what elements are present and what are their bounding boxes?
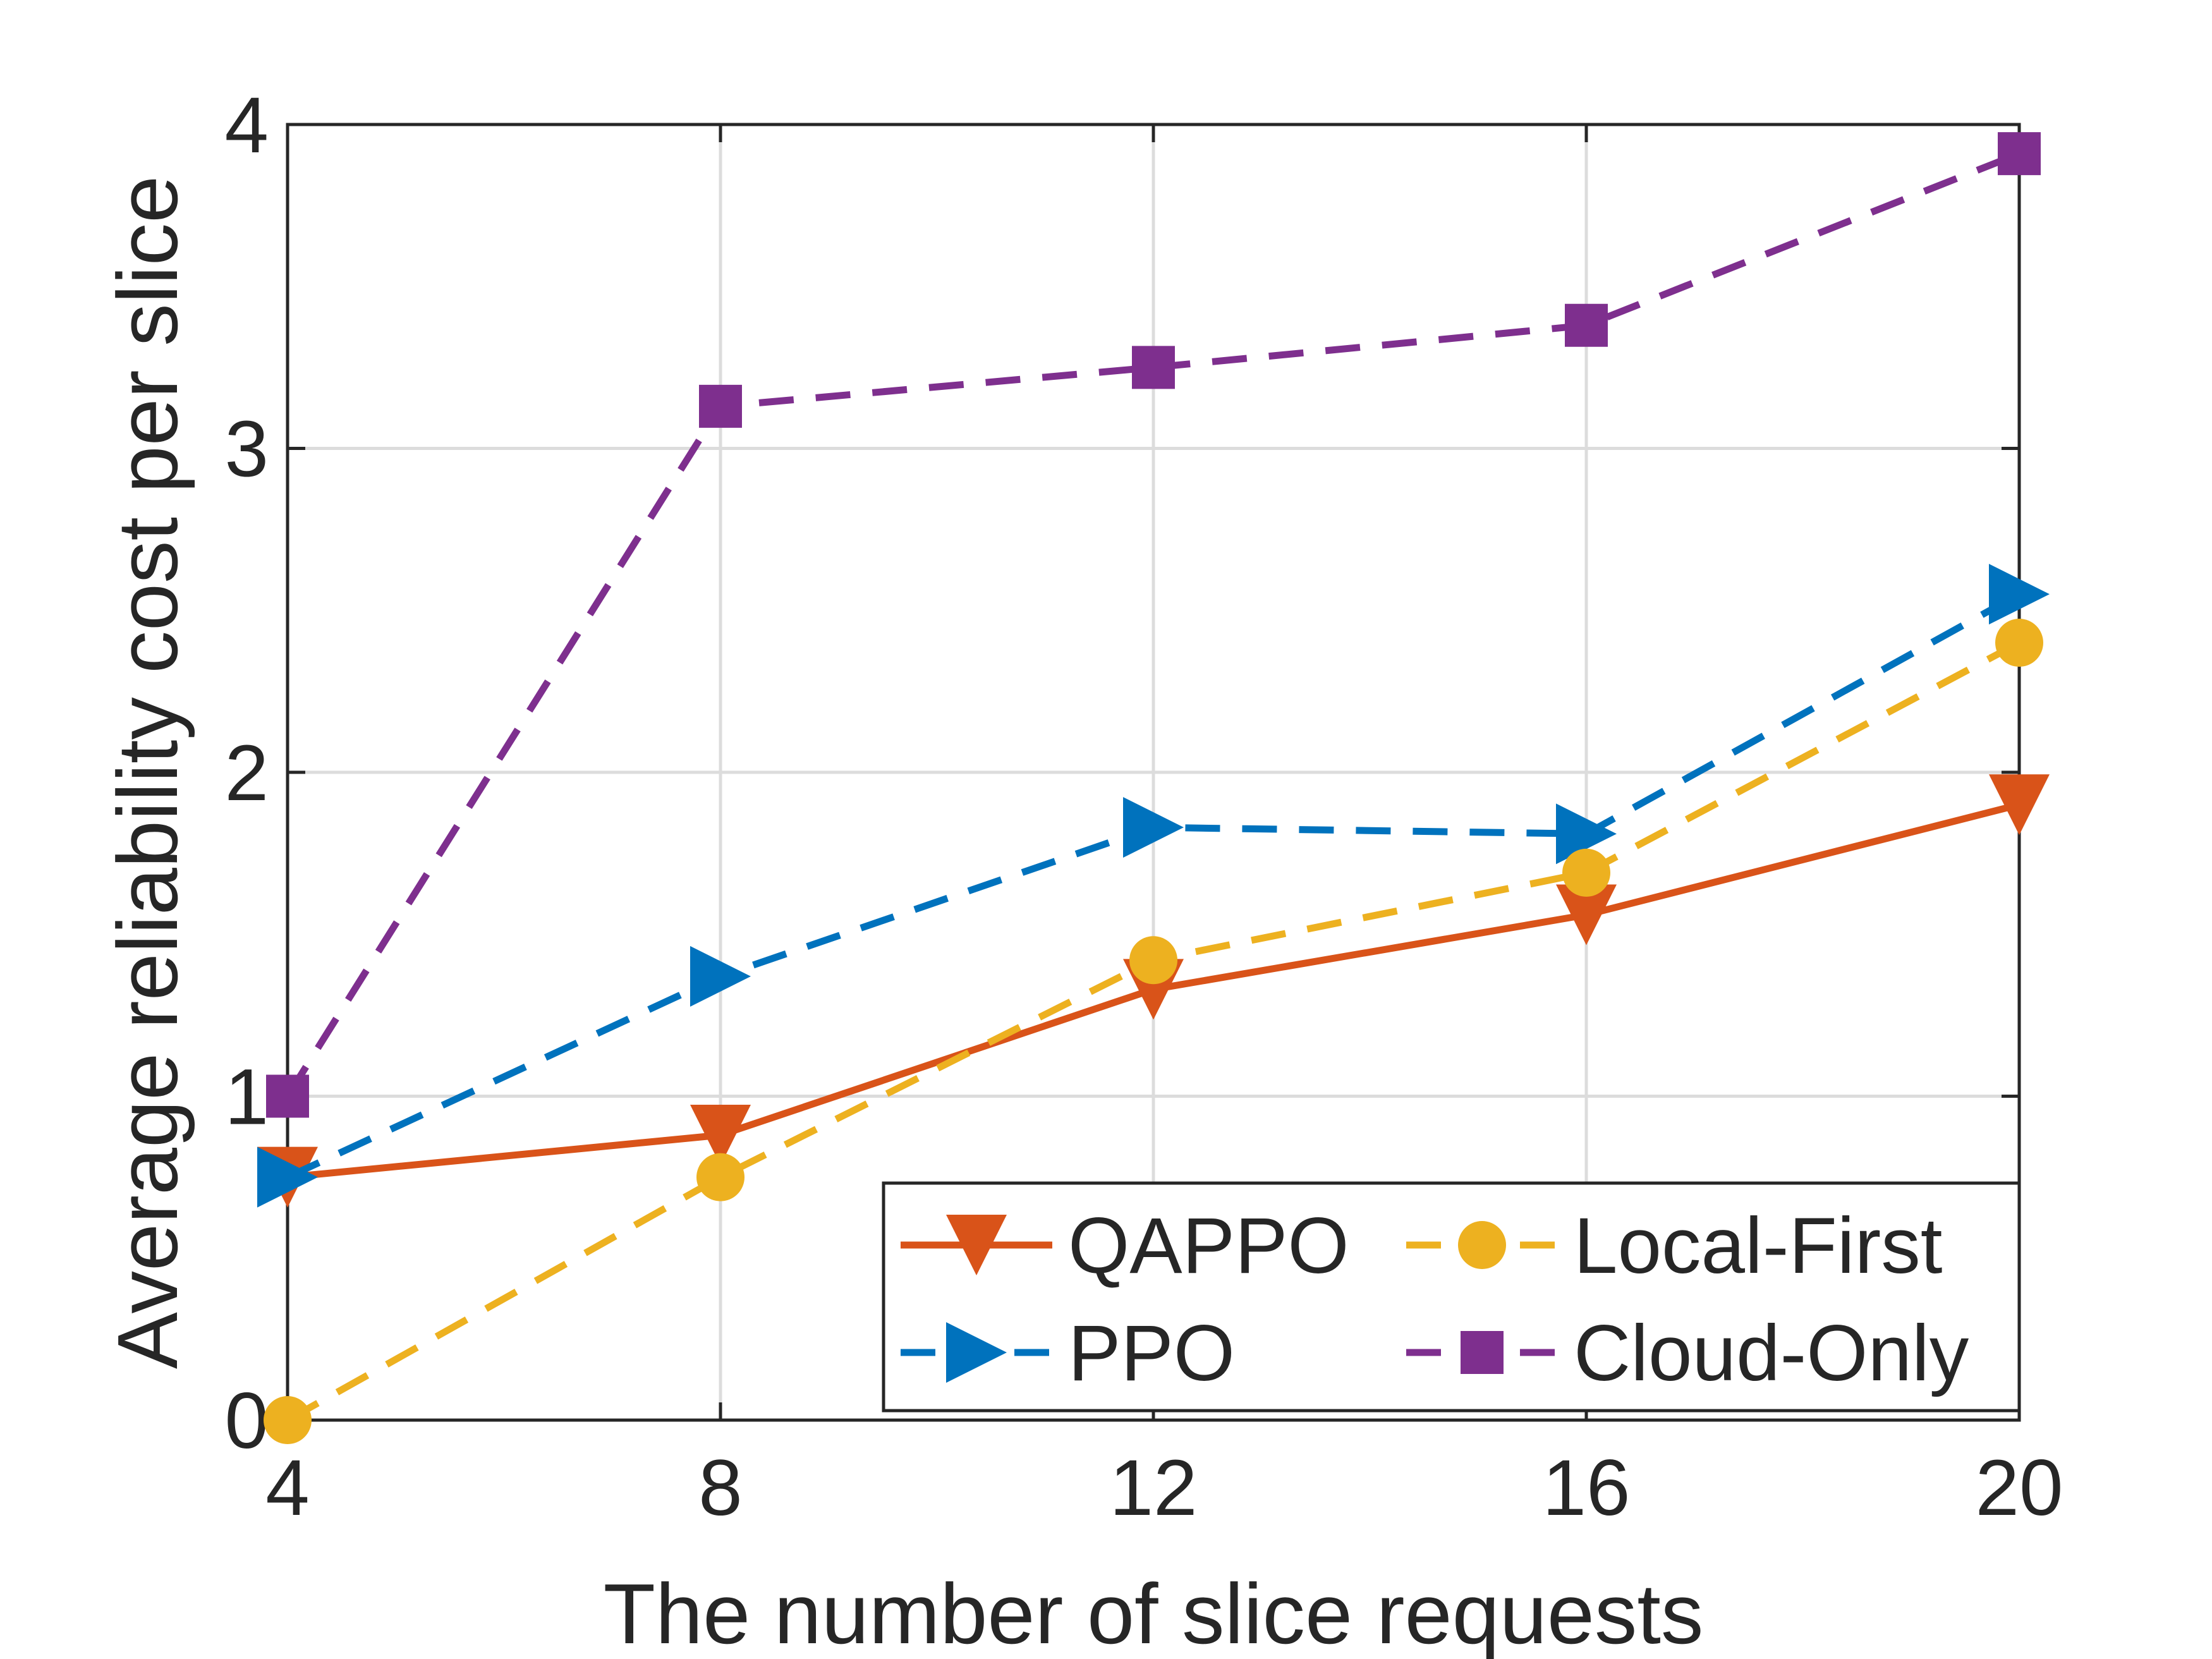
y-tick-label: 0 <box>224 1377 269 1465</box>
series-cloud-only <box>266 132 2041 1118</box>
legend-marker-qappo <box>946 1215 1007 1275</box>
legend: QAPPO PPO Local-First Cloud-Only <box>882 1181 2021 1413</box>
series-layer <box>257 132 2050 1444</box>
data-point-local-first <box>696 1153 744 1201</box>
legend-box <box>882 1181 2021 1413</box>
data-point-cloud-only <box>266 1074 309 1118</box>
legend-item-ppo: PPO <box>901 1310 1235 1397</box>
data-point-cloud-only <box>699 384 742 428</box>
data-point-qappo <box>1556 884 1617 945</box>
legend-item-cloud-only: Cloud-Only <box>1406 1310 1969 1397</box>
legend-label-cloud-only: Cloud-Only <box>1574 1310 1969 1397</box>
x-tick-label: 4 <box>265 1444 310 1532</box>
y-tick-label: 4 <box>224 82 269 169</box>
data-point-ppo <box>1989 564 2050 625</box>
data-point-cloud-only <box>1998 132 2041 176</box>
legend-marker-cloud-only <box>1461 1331 1504 1374</box>
data-point-ppo <box>1556 803 1617 865</box>
legend-item-local-first: Local-First <box>1406 1202 1942 1290</box>
data-point-local-first <box>264 1396 312 1444</box>
series-ppo <box>257 564 2050 1208</box>
data-point-cloud-only <box>1565 303 1608 347</box>
x-tick-label: 16 <box>1542 1444 1630 1532</box>
data-point-ppo <box>257 1146 318 1208</box>
y-tick-label: 1 <box>224 1054 269 1141</box>
y-tick-label: 2 <box>224 729 269 817</box>
data-point-ppo <box>1123 797 1184 858</box>
series-local-first <box>264 619 2043 1444</box>
data-point-local-first <box>1562 848 1610 897</box>
legend-marker-local-first <box>1458 1221 1506 1269</box>
data-point-qappo <box>690 1105 751 1165</box>
x-tick-label: 8 <box>698 1444 743 1532</box>
legend-label-qappo: QAPPO <box>1068 1202 1349 1290</box>
x-tick-label: 12 <box>1109 1444 1197 1532</box>
y-tick-label: 3 <box>224 406 269 494</box>
series-line-cloud-only <box>284 150 2021 1098</box>
x-axis-label: The number of slice requests <box>604 1566 1704 1659</box>
data-point-ppo <box>690 945 751 1007</box>
data-point-cloud-only <box>1132 346 1175 389</box>
legend-marker-ppo <box>946 1322 1007 1383</box>
legend-label-ppo: PPO <box>1068 1310 1235 1397</box>
data-point-qappo <box>1989 774 2050 836</box>
y-axis-label: Average reliability cost per slice <box>100 176 195 1369</box>
legend-item-qappo: QAPPO <box>901 1202 1349 1290</box>
legend-label-local-first: Local-First <box>1574 1202 1942 1290</box>
data-point-local-first <box>1129 936 1177 985</box>
data-point-local-first <box>1995 619 2043 667</box>
x-tick-label: 20 <box>1975 1444 2063 1532</box>
